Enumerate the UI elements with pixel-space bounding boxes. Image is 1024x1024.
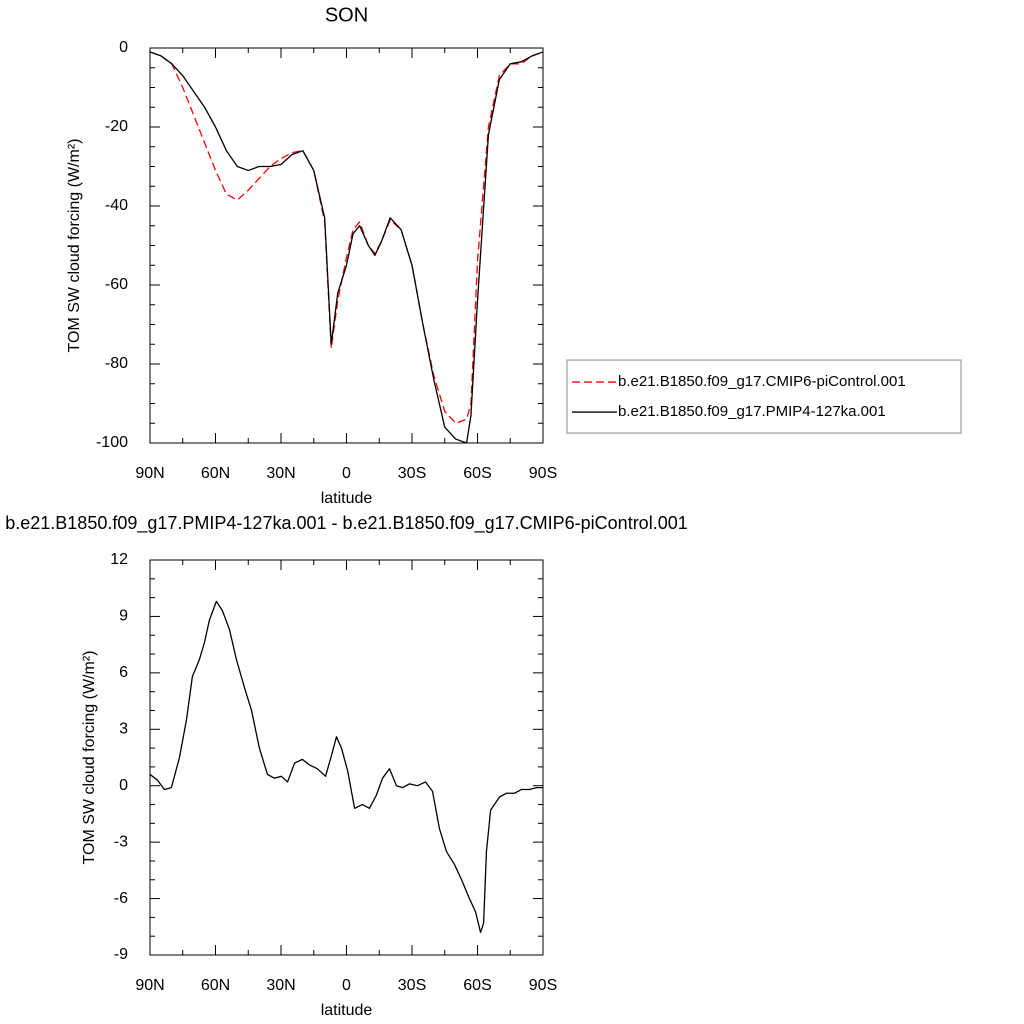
x-tick-label: 90N: [135, 977, 164, 994]
data-line: [149, 51, 544, 444]
y-tick-label: 0: [119, 39, 128, 56]
x-tick-label: 60S: [463, 977, 491, 994]
chart-title: b.e21.B1850.f09_g17.PMIP4-127ka.001 - b.…: [5, 513, 687, 534]
y-axis-label: TOM SW cloud forcing (W/m²): [81, 651, 98, 865]
x-axis-label: latitude: [321, 1002, 373, 1019]
x-tick-label: 60N: [201, 977, 230, 994]
x-tick-label: 60S: [463, 465, 491, 482]
y-tick-label: -3: [114, 833, 128, 850]
x-tick-label: 30N: [266, 465, 295, 482]
x-tick-label: 30N: [266, 977, 295, 994]
y-tick-label: -80: [105, 355, 128, 372]
y-tick-label: -20: [105, 118, 128, 135]
y-tick-label: -9: [114, 946, 128, 963]
x-tick-label: 30S: [398, 977, 426, 994]
y-tick-label: 12: [110, 551, 128, 568]
data-line: [149, 600, 543, 934]
y-tick-label: -40: [105, 197, 128, 214]
x-tick-label: 0: [342, 465, 351, 482]
legend-box: [566, 359, 962, 434]
legend-label: b.e21.B1850.f09_g17.CMIP6-piControl.001: [618, 373, 906, 390]
data-line: [149, 51, 544, 424]
x-tick-label: 90S: [529, 977, 557, 994]
x-tick-label: 30S: [398, 465, 426, 482]
x-axis-label: latitude: [321, 490, 373, 507]
y-axis-label: TOM SW cloud forcing (W/m²): [66, 139, 83, 353]
y-tick-label: -100: [96, 434, 128, 451]
y-tick-label: 3: [119, 721, 128, 738]
x-tick-label: 0: [342, 977, 351, 994]
x-tick-label: 90N: [135, 465, 164, 482]
y-tick-label: 0: [119, 777, 128, 794]
legend-label: b.e21.B1850.f09_g17.PMIP4-127ka.001: [618, 403, 886, 420]
y-tick-label: -60: [105, 276, 128, 293]
x-tick-label: 90S: [529, 465, 557, 482]
plot-frame: [149, 47, 544, 444]
chart-title: SON: [325, 4, 368, 26]
x-tick-label: 60N: [201, 465, 230, 482]
y-tick-label: 6: [119, 664, 128, 681]
y-tick-label: 9: [119, 608, 128, 625]
y-tick-label: -6: [114, 890, 128, 907]
